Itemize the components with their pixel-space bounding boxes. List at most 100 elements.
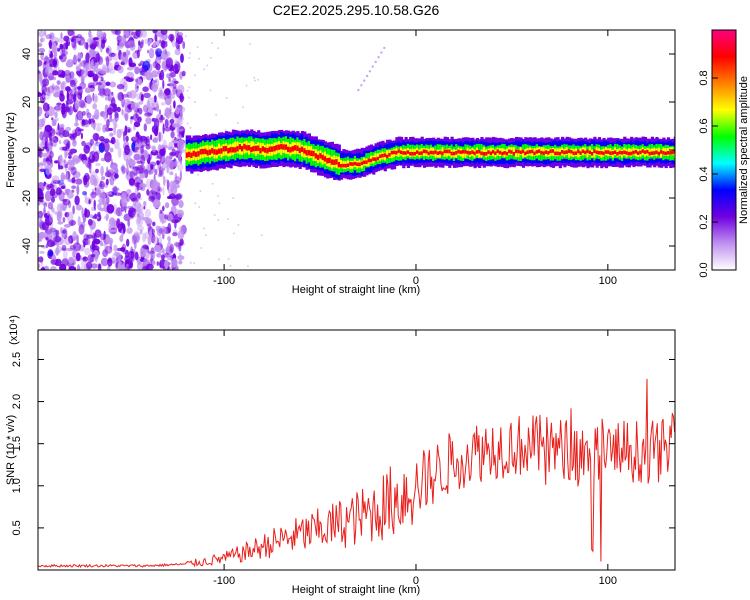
noise-blob: [71, 177, 76, 184]
noise-blob: [116, 45, 121, 51]
noise-blob: [92, 37, 99, 41]
spectrogram-y-tick-label: 20: [21, 96, 33, 108]
noise-blob: [175, 106, 180, 115]
noise-dot: [224, 129, 227, 132]
noise-blob: [173, 100, 176, 109]
spectrogram-cell: [547, 151, 551, 155]
noise-blob: [78, 53, 83, 60]
noise-blob: [126, 189, 132, 194]
noise-blob: [136, 225, 145, 232]
spectrogram-cell: [344, 163, 348, 168]
noise-blob: [178, 226, 184, 232]
noise-blob: [108, 52, 116, 57]
noise-blob: [92, 73, 99, 82]
noise-blob: [136, 203, 144, 214]
noise-blob: [177, 84, 185, 95]
noise-blob: [153, 118, 160, 130]
noise-blob: [178, 242, 182, 252]
noise-blob: [78, 99, 86, 108]
noise-blob: [102, 113, 108, 120]
noise-blob: [88, 199, 91, 205]
noise-blob: [50, 242, 56, 247]
noise-blob: [123, 76, 130, 80]
noise-blob: [57, 210, 63, 218]
noise-blob: [140, 154, 146, 166]
noise-blob: [139, 229, 143, 235]
noise-blob: [137, 192, 141, 199]
colorbar-gradient: [712, 30, 736, 270]
noise-blob: [56, 102, 62, 106]
spectrogram-cell: [673, 149, 675, 154]
noise-blob: [166, 51, 171, 57]
noise-blob: [140, 93, 144, 102]
noise-blob: [125, 158, 129, 168]
noise-blob: [105, 235, 110, 245]
spectrogram-cell: [351, 162, 355, 166]
spectrogram-cell: [372, 157, 376, 161]
noise-blob: [129, 170, 135, 179]
noise-blob: [134, 251, 139, 261]
spectrogram-cell: [581, 149, 585, 154]
noise-blob: [49, 266, 57, 270]
spectrogram-cell: [551, 149, 555, 153]
spectrogram-cell: [432, 150, 436, 155]
noise-blob: [74, 157, 81, 163]
noise-blob: [68, 237, 72, 245]
spectrogram-cell: [515, 149, 519, 154]
spectrogram-cell: [312, 150, 316, 157]
spectrogram-cell: [289, 147, 293, 153]
noise-blob: [164, 127, 172, 132]
noise-blob: [138, 78, 143, 86]
spectrogram-cell: [646, 149, 650, 154]
noise-blob: [160, 102, 166, 106]
noise-dot: [198, 206, 201, 208]
noise-dot: [215, 113, 218, 116]
spectrogram-cell: [558, 151, 562, 156]
noise-blob: [124, 144, 130, 156]
noise-blob: [126, 172, 129, 177]
noise-blob: [151, 83, 158, 93]
noise-blob: [114, 173, 119, 179]
spectrogram-y-tick-label: -20: [21, 190, 33, 206]
spectrogram-cell: [616, 152, 620, 156]
spectrogram-cell: [326, 158, 330, 164]
noise-blob: [144, 231, 149, 240]
snr-x-axis-label: Height of straight line (km): [292, 584, 420, 596]
noise-blob: [116, 35, 123, 43]
noise-blob: [66, 171, 69, 181]
noise-blob: [66, 71, 70, 78]
noise-blob: [71, 185, 77, 189]
noise-blob: [93, 151, 100, 162]
noise-blob: [175, 39, 180, 50]
noise-blob: [73, 242, 82, 252]
noise-blob: [169, 243, 175, 254]
spectrogram-cell: [259, 148, 263, 154]
spectrogram-cell: [360, 161, 364, 166]
spectrogram-cell: [420, 151, 424, 155]
spectrogram-cell: [637, 151, 641, 155]
noise-blob: [164, 88, 171, 96]
spectrogram-cell: [593, 149, 597, 153]
noise-dot: [196, 46, 199, 49]
spectrogram-cell: [204, 148, 208, 154]
noise-blob: [143, 201, 147, 207]
spectrogram-cell: [455, 151, 459, 155]
noise-blob: [113, 125, 116, 136]
noise-blob: [59, 43, 64, 50]
spectrogram-cell: [510, 150, 514, 154]
noise-blob: [173, 80, 179, 84]
spectrogram-cell: [660, 149, 664, 158]
noise-blob: [145, 244, 150, 251]
noise-blob: [62, 129, 70, 138]
noise-blob: [160, 41, 168, 48]
spectrogram-cell: [296, 145, 300, 151]
noise-blob: [50, 36, 59, 45]
noise-blob: [136, 49, 140, 59]
noise-blob: [112, 105, 118, 113]
streak-dot: [371, 65, 374, 68]
noise-blob: [141, 182, 144, 187]
spectrogram-cell: [535, 150, 539, 154]
noise-blob: [63, 35, 70, 42]
noise-blob: [113, 244, 118, 252]
noise-blob: [57, 221, 64, 225]
